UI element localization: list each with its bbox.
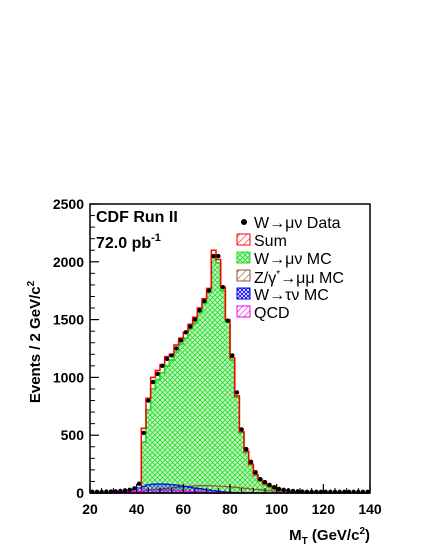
data-point [244,446,249,452]
data-point [174,346,179,351]
data-point [164,356,170,362]
x-axis-title: MT (GeV/c2) [289,526,370,547]
experiment-label: CDF Run II [96,209,178,226]
data-point [281,487,286,492]
data-point [262,479,268,485]
data-point [136,481,142,486]
data-point [188,324,193,329]
data-point [206,288,212,293]
data-point [220,285,226,290]
data-point [290,488,296,494]
x-tick-label: 100 [265,501,289,517]
data-point [150,379,156,385]
data-point [132,486,137,491]
data-point [118,488,123,494]
svg-text:Z/γ*→μμ MC: Z/γ*→μμ MC [254,269,344,287]
legend-entry-wmunu-mc: W→μν MC [236,251,332,268]
svg-text:QCD: QCD [254,305,290,322]
data-point [211,253,216,259]
axis-ticks [89,203,371,494]
data-point [258,476,263,482]
data-point [276,486,282,492]
data-point [155,371,160,377]
data-point [272,485,277,490]
data-point [234,390,240,395]
legend-entry-data: W→μν Data [241,215,341,232]
data-point [267,482,272,488]
data-point [192,317,198,322]
svg-text:W→τν MC: W→τν MC [254,287,329,304]
data-point [141,430,146,436]
svg-text:W→μν Data: W→μν Data [254,215,341,232]
data-point [225,318,230,323]
y-tick-label: 500 [61,427,85,443]
y-tick-label: 2000 [53,254,84,270]
axis-tick-labels: 20 40 60 80 100 120 140 0 500 1000 1500 2000 2500 [53,196,382,517]
x-tick-label: 60 [176,501,192,517]
y-tick-label: 1000 [53,369,84,385]
y-axis-title: Events / 2 GeV/c2 [26,280,44,403]
y-tick-label: 0 [76,485,84,501]
legend-entry-qcd: QCD [236,305,290,322]
data-point [216,253,221,259]
data-point [230,353,235,358]
x-tick-label: 80 [222,501,238,517]
data-point [160,363,165,369]
data-point [253,469,258,475]
x-tick-label: 20 [82,501,98,517]
legend-entry-wtaunu-mc: W→τν MC [236,287,329,304]
x-tick-label: 40 [129,501,145,517]
y-tick-label: 2500 [53,196,84,212]
data-point [127,487,132,492]
x-tick-label: 140 [358,501,382,517]
legend-entry-zmumu-mc: Z/γ*→μμ MC [236,269,344,287]
data-point [178,338,184,343]
data-point [146,398,151,403]
data-point [239,427,244,432]
data-point [202,298,207,304]
svg-text:W→μν MC: W→μν MC [254,251,332,268]
legend-entry-sum: Sum [236,233,287,250]
y-tick-label: 1500 [53,312,84,328]
luminosity-label: 72.0 pb-1 [96,232,161,252]
data-point [183,330,188,335]
data-point [169,353,174,358]
x-tick-label: 120 [312,501,336,517]
legend: W→μν Data Sum W→μν MC Z/γ*→μμ MC W→τν MC… [236,215,344,322]
data-point [248,459,254,464]
data-point [197,308,202,313]
svg-text:Sum: Sum [254,233,287,250]
